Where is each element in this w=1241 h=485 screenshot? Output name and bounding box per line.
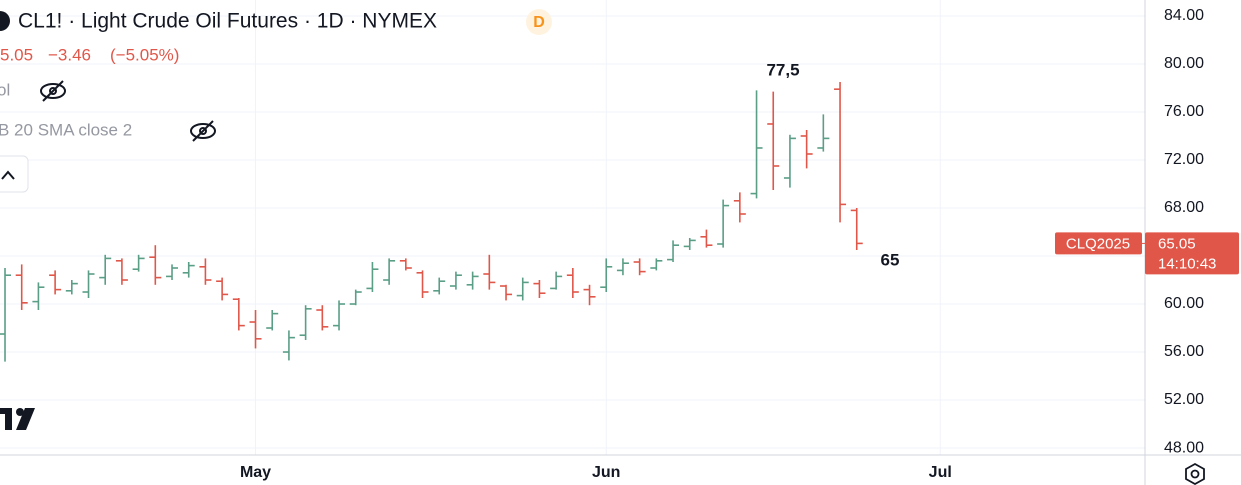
quote-change: −3.46 xyxy=(48,45,91,64)
chart-title: CL1! · Light Crude Oil Futures · 1D · NY… xyxy=(18,10,437,33)
collapse-button[interactable] xyxy=(0,155,29,193)
symbol-tag-bg xyxy=(1055,232,1142,255)
x-tick-label: Jun xyxy=(592,464,620,481)
grid xyxy=(0,0,1145,455)
hide-icon[interactable] xyxy=(40,80,66,102)
x-tick-label: May xyxy=(240,464,271,481)
collapse-icon xyxy=(1,170,15,180)
y-tick-label: 68.00 xyxy=(1164,199,1204,216)
y-tick-label: 56.00 xyxy=(1164,343,1204,360)
quote-last: 5.05 xyxy=(0,45,33,64)
y-tick-label: 76.00 xyxy=(1164,103,1204,120)
y-tick-label: 80.00 xyxy=(1164,55,1204,72)
price-tag-bg xyxy=(1145,232,1239,275)
quote-change-pct: (−5.05%) xyxy=(110,45,179,64)
symbol-logo xyxy=(0,11,10,31)
interval-badge[interactable]: D xyxy=(533,14,545,31)
y-tick-label: 52.00 xyxy=(1164,391,1204,408)
indicator-name: B 20 SMA close 2 xyxy=(0,120,132,139)
y-tick-label: 48.00 xyxy=(1164,439,1204,456)
annotation: 65 xyxy=(881,250,900,269)
bars xyxy=(0,81,863,362)
y-tick-label: 72.00 xyxy=(1164,151,1204,168)
tradingview-logo xyxy=(0,408,35,430)
settings-icon[interactable] xyxy=(1185,462,1205,485)
price-tag: 65.05 xyxy=(1158,235,1196,252)
y-tick-label: 60.00 xyxy=(1164,295,1204,312)
y-tick-label: 84.00 xyxy=(1164,7,1204,24)
badge-bg[interactable] xyxy=(526,9,552,35)
hide-icon[interactable] xyxy=(190,120,216,142)
axes: 84.0080.0076.0072.0068.0064.0060.0056.00… xyxy=(240,7,1204,481)
x-tick-label: Jul xyxy=(929,464,952,481)
indicator-name: ol xyxy=(0,80,10,99)
annotation: 77,5 xyxy=(766,60,799,79)
countdown: 14:10:43 xyxy=(1158,255,1216,272)
symbol-tag: CLQ2025 xyxy=(1066,235,1130,252)
